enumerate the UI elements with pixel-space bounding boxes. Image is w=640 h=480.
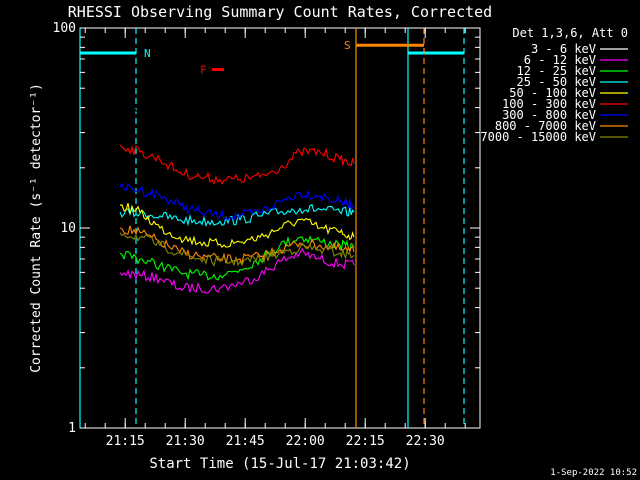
series-group: [119, 84, 355, 294]
legend-label: 300 - 800 keV: [502, 108, 596, 122]
series-line: [119, 235, 355, 281]
chart-title: RHESSI Observing Summary Count Rates, Co…: [68, 3, 492, 21]
legend-label: 25 - 50 keV: [517, 75, 596, 89]
series-line: [119, 202, 355, 248]
y-tick-label: 1: [68, 421, 76, 436]
legend-label: 7000 - 15000 keV: [480, 130, 596, 144]
legend-label: 100 - 300 keV: [502, 97, 596, 111]
series-line: [119, 203, 355, 228]
y-axis-ticks: 1 10 100: [53, 21, 480, 436]
legend-label: 50 - 100 keV: [509, 86, 596, 100]
x-tick-label: 21:30: [166, 434, 205, 449]
plot-area: N F S 21:15 21:30 21:45 22:00 22:15 22:30 1 10 10…: [53, 21, 481, 449]
legend-label: 12 - 25 keV: [517, 64, 596, 78]
x-axis-ticks: 21:15 21:30 21:45 22:00 22:15 22:30: [84, 28, 466, 449]
series-line: [119, 225, 355, 265]
x-tick-label: 21:15: [106, 434, 145, 449]
series-line: [119, 84, 355, 118]
series-line: [119, 182, 355, 222]
legend-title: Det 1,3,6, Att 0: [512, 26, 628, 40]
x-tick-label: 21:45: [226, 434, 265, 449]
flag-label-N: N: [144, 47, 151, 60]
x-axis-label: Start Time (15-Jul-17 21:03:42): [149, 456, 410, 472]
y-axis-label: Corrected Count Rate (s⁻¹ detector⁻¹): [29, 83, 44, 373]
flag-bars: N F S: [79, 28, 465, 428]
series-line: [119, 247, 355, 294]
y-tick-label: 10: [60, 221, 76, 236]
y-tick-label: 100: [53, 21, 76, 36]
series-line: [119, 144, 355, 186]
x-tick-label: 22:00: [286, 434, 325, 449]
flag-label-F: F: [200, 64, 207, 77]
x-tick-label: 22:15: [346, 434, 385, 449]
x-tick-label: 22:30: [406, 434, 445, 449]
series-line: [119, 232, 355, 267]
timestamp: 1-Sep-2022 10:52: [550, 468, 637, 478]
legend-label: 800 - 7000 keV: [495, 119, 596, 133]
legend-label: 3 - 6 keV: [531, 42, 596, 56]
flag-label-S: S: [344, 39, 351, 52]
legend-label: 6 - 12 keV: [524, 53, 596, 67]
